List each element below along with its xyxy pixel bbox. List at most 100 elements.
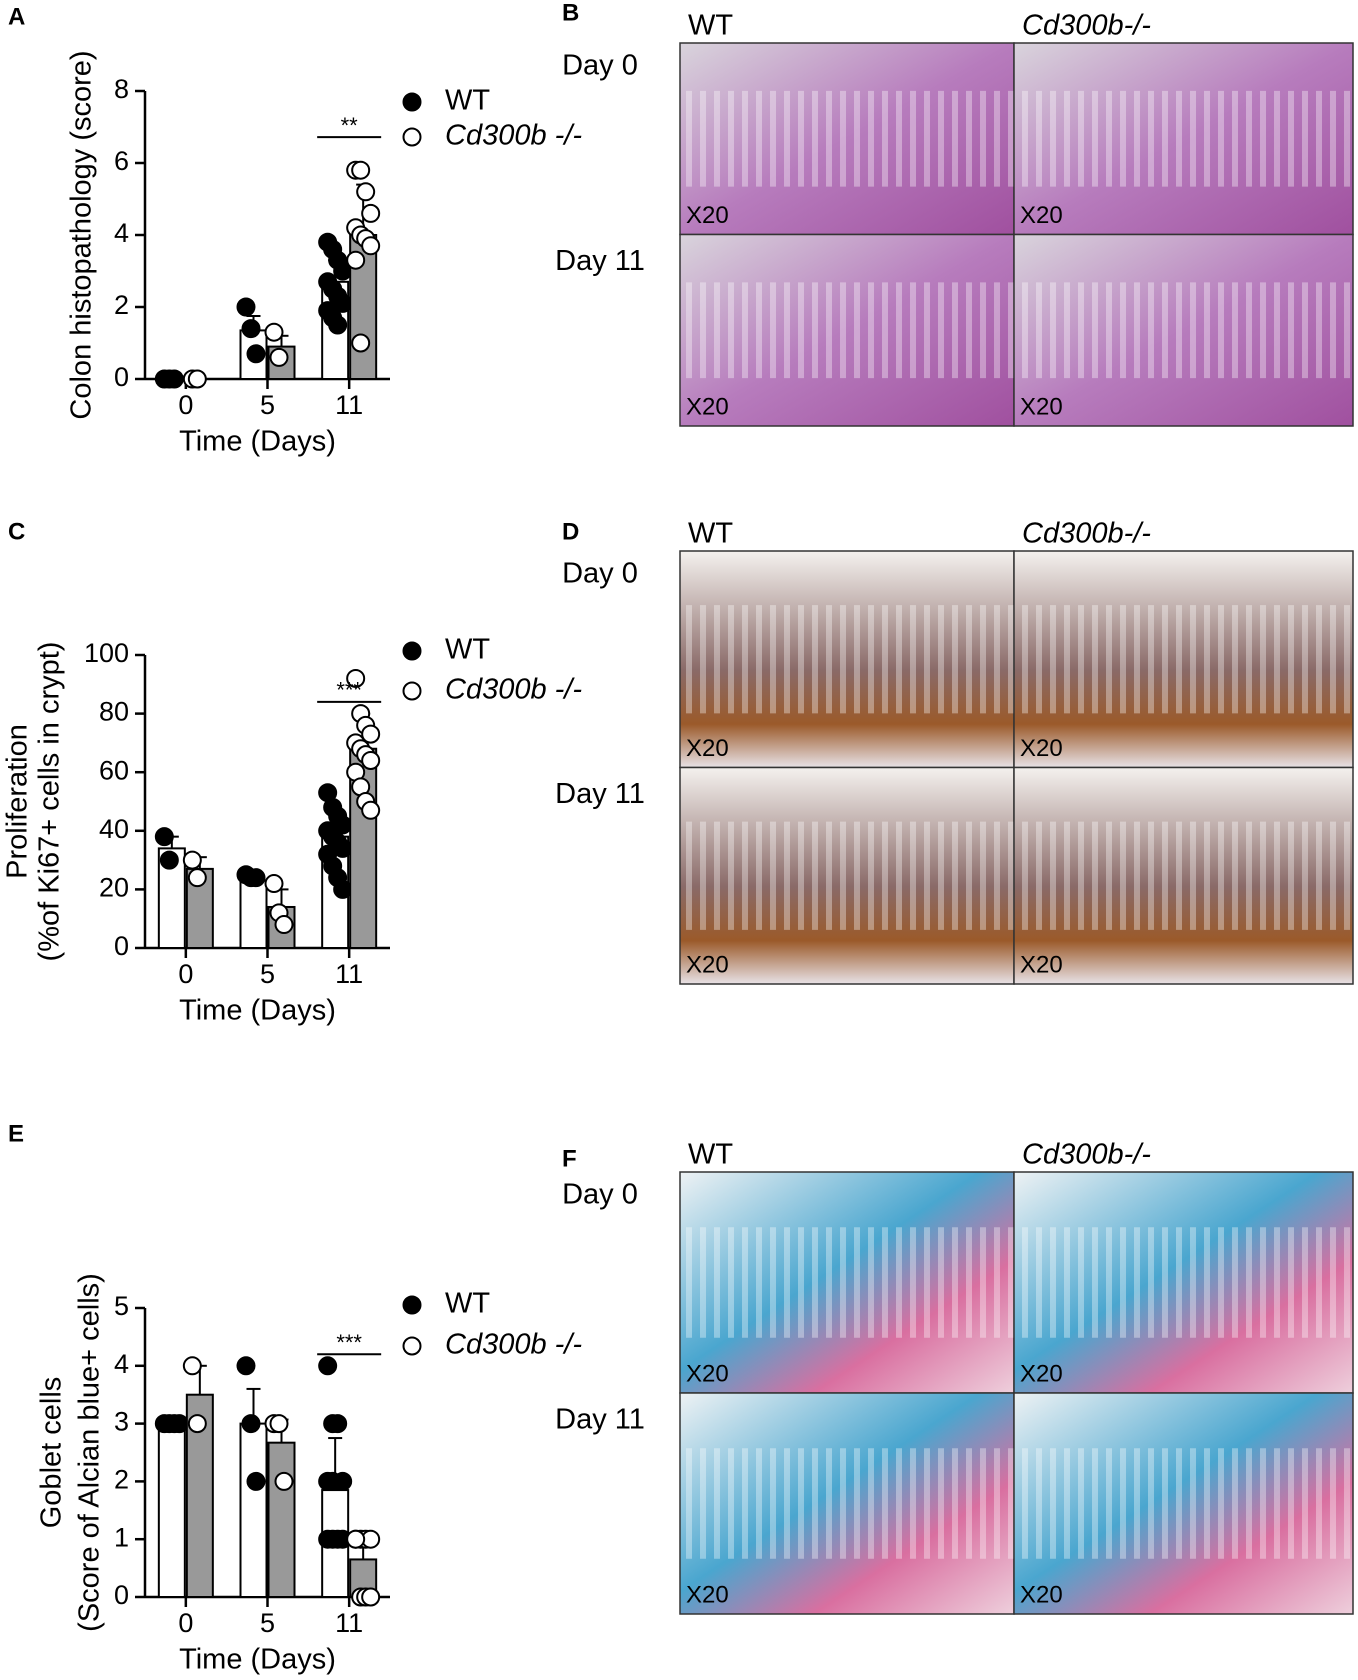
y-tick-label: 1 [114,1522,129,1552]
legend-label: Cd300b -/- [445,1329,582,1361]
column-header: WT [688,10,733,42]
row-label: Day 0 [562,1179,638,1211]
legend-label: Cd300b -/- [445,674,582,706]
legend-marker [402,681,422,701]
data-point [361,750,381,770]
data-point [323,1471,343,1491]
data-point [351,160,371,180]
micrograph-texture [1014,282,1353,379]
y-tick-label: 2 [114,1465,129,1495]
y-tick-label: 8 [114,74,129,104]
row-label: Day 0 [562,558,638,590]
y-tick-label: 3 [114,1407,129,1437]
magnification-label: X20 [1020,202,1063,229]
micrograph-texture [1014,1227,1353,1338]
x-tick-label: 0 [178,1608,193,1638]
y-tick-label: 60 [99,755,129,785]
column-header: Cd300b-/- [1022,518,1151,550]
x-axis-label: Time (Days) [179,1644,336,1676]
micrograph-texture [680,1227,1014,1338]
data-point [361,236,381,256]
panel-letter: F [562,1145,577,1172]
y-tick-label: 100 [84,638,129,668]
magnification-label: X20 [1020,735,1063,762]
y-axis-label: Proliferation [2,724,34,879]
column-header: Cd300b-/- [1022,1139,1151,1171]
y-tick-label: 2 [114,290,129,320]
y-tick-label: 80 [99,697,129,727]
row-label: Day 11 [555,245,645,277]
micrograph-texture [1014,1448,1353,1559]
y-axis-label: (Score of Alcian blue+ cells) [74,1273,106,1632]
y-tick-label: 0 [114,362,129,392]
magnification-label: X20 [686,735,729,762]
data-point [274,1471,294,1491]
column-header: Cd300b-/- [1022,10,1151,42]
micrograph-texture [680,90,1014,187]
data-point [333,879,353,899]
magnification-label: X20 [686,1581,729,1608]
micrograph-texture [680,605,1014,714]
x-tick-label: 5 [260,1608,275,1638]
data-point [264,322,284,342]
data-point [264,874,284,894]
micrograph-texture [680,821,1014,930]
data-point [346,250,366,270]
data-point [346,1529,366,1549]
panel-letter: C [8,518,25,545]
y-tick-label: 6 [114,146,129,176]
data-point [246,344,266,364]
data-point [246,868,266,888]
magnification-label: X20 [686,1360,729,1387]
magnification-label: X20 [1020,1581,1063,1608]
data-point [241,319,261,339]
micrograph-texture [1014,821,1353,930]
magnification-label: X20 [1020,393,1063,420]
y-tick-label: 40 [99,814,129,844]
data-point [361,724,381,744]
legend-marker [402,127,422,147]
x-tick-label: 0 [178,959,193,989]
legend-label: WT [445,85,490,117]
data-point [187,868,207,888]
data-point [361,800,381,820]
bar [239,1422,268,1598]
column-header: WT [688,518,733,550]
y-tick-label: 0 [114,1580,129,1610]
legend-marker [402,1336,422,1356]
x-tick-label: 11 [335,959,363,989]
data-point [187,369,207,389]
x-tick-label: 11 [335,390,363,420]
magnification-label: X20 [686,951,729,978]
y-axis-label: (%of Ki67+ cells in crypt) [34,642,66,962]
data-point [274,915,294,935]
panel-letter: B [562,0,579,26]
micrograph-texture [1014,90,1353,187]
bar [239,879,268,949]
x-axis-label: Time (Days) [179,995,336,1027]
row-label: Day 11 [555,1404,645,1436]
legend-marker [402,641,422,661]
y-tick-label: 4 [114,1349,129,1379]
y-tick-label: 20 [99,873,129,903]
column-header: WT [688,1139,733,1171]
micrograph-texture [1014,605,1353,714]
significance-label: *** [336,1330,362,1355]
y-tick-label: 0 [114,931,129,961]
data-point [323,1529,343,1549]
legend-label: WT [445,634,490,666]
data-point [356,182,376,202]
legend-marker [402,92,422,112]
x-tick-label: 5 [260,390,275,420]
data-point [236,1356,256,1376]
y-tick-label: 5 [114,1291,129,1321]
data-point [164,369,184,389]
data-point [187,1414,207,1434]
data-point [361,203,381,223]
x-tick-label: 11 [335,1608,363,1638]
significance-label: *** [336,678,362,703]
data-point [328,1414,348,1434]
data-point [269,347,289,367]
data-point [328,315,348,335]
